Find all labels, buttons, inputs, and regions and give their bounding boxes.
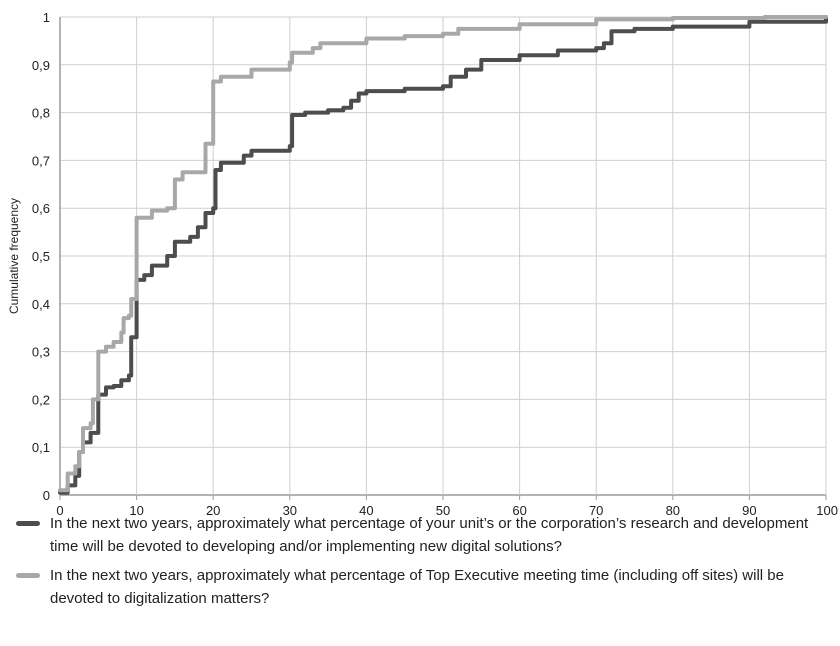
y-tick-label: 0,7 [32,153,50,168]
legend-swatch-exec [16,573,40,578]
legend-label-rd: In the next two years, approximately wha… [50,515,809,555]
y-tick-label: 0 [43,488,50,503]
y-tick-label: 0,5 [32,249,50,264]
x-tick-label: 80 [666,503,680,518]
y-tick-label: 0,2 [32,392,50,407]
y-axis-label: Cumulative frequency [7,198,21,314]
y-tick-label: 0,1 [32,440,50,455]
legend-label-exec: In the next two years, approximately wha… [50,567,784,607]
legend-item-exec: In the next two years, approximately wha… [16,564,826,610]
y-tick-label: 1 [43,10,50,25]
x-tick-label: 0 [56,503,63,518]
x-tick-label: 30 [283,503,297,518]
x-tick-label: 50 [436,503,450,518]
y-tick-label: 0,6 [32,201,50,216]
y-axis-ticks: 0 0,1 0,2 0,3 0,4 0,5 0,6 0,7 0,8 0,9 1 [32,10,50,503]
x-tick-label: 10 [129,503,143,518]
x-tick-label: 70 [589,503,603,518]
legend: In the next two years, approximately wha… [16,512,826,616]
x-tick-label: 20 [206,503,220,518]
legend-swatch-rd [16,521,40,526]
y-tick-label: 0,8 [32,106,50,121]
y-tick-label: 0,9 [32,58,50,73]
x-tick-label: 60 [512,503,526,518]
series-group [58,15,828,495]
y-tick-label: 0,3 [32,345,50,360]
x-axis-ticks: 0 10 20 30 40 50 60 70 80 90 100 [56,503,838,518]
series-line-0 [58,15,828,495]
x-tick-label: 40 [359,503,373,518]
legend-item-rd: In the next two years, approximately wha… [16,512,826,558]
y-tick-label: 0,4 [32,297,50,312]
series-line-1 [58,15,828,493]
x-tick-label: 100 [816,503,838,518]
x-tick-label: 90 [742,503,756,518]
